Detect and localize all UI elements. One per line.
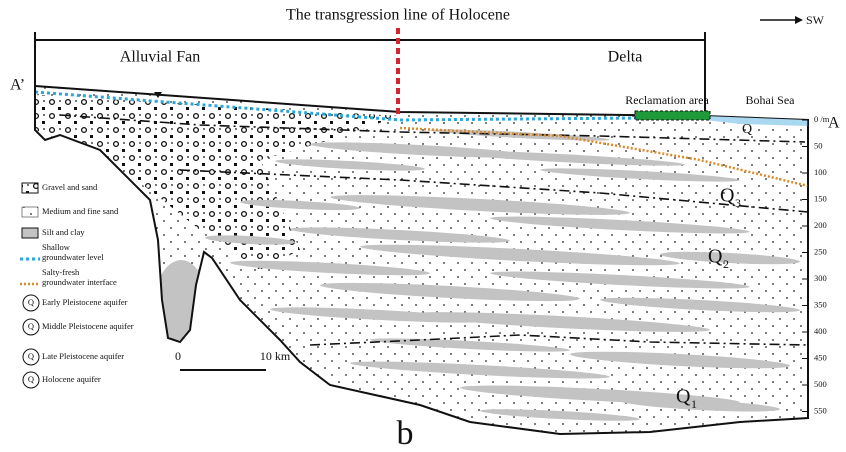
water-level-mark: [154, 92, 162, 98]
legend-label: Shallow: [42, 242, 71, 252]
scale-start: 0: [175, 349, 181, 363]
legend-symbol-label: Q: [28, 351, 34, 361]
clay-lens: [275, 159, 425, 171]
clay-lens: [410, 312, 710, 332]
legend-symbol: [22, 348, 40, 366]
tick-label: 100: [814, 167, 827, 177]
clay-lens: [600, 297, 800, 313]
sea-label: Bohai Sea: [746, 93, 796, 107]
clay-lens: [240, 199, 360, 211]
aquifer-labels: QQ 3Q 2Q 1: [676, 122, 752, 411]
boundary-q-q3: [59, 114, 806, 143]
direction: SW: [806, 13, 825, 27]
scale-end: 10 km: [260, 349, 291, 363]
clay-lens: [480, 409, 640, 421]
legend-label: Salty-fresh: [42, 267, 80, 277]
clay-lens: [370, 338, 570, 352]
tick-label: 200: [814, 220, 827, 230]
tick-label: 150: [814, 193, 827, 203]
clay-lens: [320, 282, 580, 302]
legend-label: Late Pleistocene aquifer: [42, 351, 124, 361]
legend-label: Holocene aquifer: [42, 374, 101, 384]
zone-label: Delta: [608, 49, 643, 66]
clay-lens: [620, 398, 780, 412]
aquifer-label: Q: [676, 386, 691, 408]
clay-lens: [230, 260, 430, 276]
legend-label: groundwater interface: [42, 277, 117, 287]
tick-label: 500: [814, 379, 827, 389]
legend-label: groundwater level: [42, 252, 104, 262]
boundary-q3-q2: [179, 169, 809, 213]
clay-lens: [490, 216, 750, 234]
legend-swatch: [21, 206, 39, 218]
aquifer-subscript: 3: [735, 196, 741, 210]
clay-lens: [435, 150, 685, 166]
section-end: A: [828, 115, 840, 132]
tick-label: 50: [814, 140, 823, 150]
aquifer-label: Q: [720, 185, 735, 207]
reclamation-area: [634, 110, 711, 121]
sea: [705, 116, 808, 126]
direction-arrowhead: [795, 16, 803, 24]
legend-label: Middle Pleistocene aquifer: [42, 321, 134, 331]
aquifer-subscript: 1: [691, 397, 697, 411]
panel-label: b: [397, 415, 414, 452]
salty-fresh-interface: [399, 126, 809, 188]
clay-lens: [360, 244, 680, 266]
tick-label: 250: [814, 246, 827, 256]
legend-symbol: [22, 318, 40, 336]
legend-swatch: [21, 182, 39, 194]
clay-lens: [290, 227, 510, 243]
clay-lens: [270, 307, 490, 323]
zone-label: Alluvial Fan: [120, 49, 200, 66]
clay-lens: [330, 195, 630, 215]
legend-swatch: [21, 227, 39, 239]
clay-lens: [205, 235, 295, 245]
legend-label: Gravel and sand: [42, 182, 98, 192]
legend: Gravel and sand Medium and fine sand Silt …: [20, 182, 134, 389]
section-outline: [34, 84, 809, 436]
gravel-zone: [35, 95, 400, 270]
tick-label: 400: [814, 326, 827, 336]
legend-symbol: [22, 371, 40, 389]
clay-lenses: [35, 95, 800, 421]
tick-label: 0 /m: [814, 114, 830, 124]
tick-label: 350: [814, 299, 827, 309]
legend-label: Early Pleistocene aquifer: [42, 297, 128, 307]
clay-lens: [570, 351, 790, 369]
reclamation-label: Reclamation area: [625, 93, 709, 107]
legend-label: Silt and clay: [42, 227, 85, 237]
title: The transgression line of Holocene: [286, 7, 510, 24]
tick-label: 450: [814, 352, 827, 362]
clay-lens: [660, 251, 800, 265]
clay-lens: [540, 168, 740, 182]
legend-symbol: [22, 294, 40, 312]
depth-axis: 0 /m 50 100 150 200 250 300 350 400 450 500 550: [802, 114, 830, 418]
legend-label: Medium and fine sand: [42, 206, 119, 216]
clay-lens: [490, 271, 750, 289]
legend-symbol-label: Q: [28, 297, 34, 307]
aquifer-label: Q: [742, 122, 752, 137]
legend-symbol-label: Q: [28, 374, 34, 384]
aquifer-subscript: 2: [723, 257, 729, 271]
tick-label: 300: [814, 273, 827, 283]
tick-label: 550: [814, 405, 827, 415]
clay-lens: [350, 361, 610, 379]
aquifer-boundaries: [59, 114, 809, 346]
aquifer-label: Q: [708, 246, 723, 268]
shallow-groundwater-line: [34, 90, 641, 122]
legend-symbol-label: Q: [28, 321, 34, 331]
section-end: A’: [10, 77, 25, 94]
